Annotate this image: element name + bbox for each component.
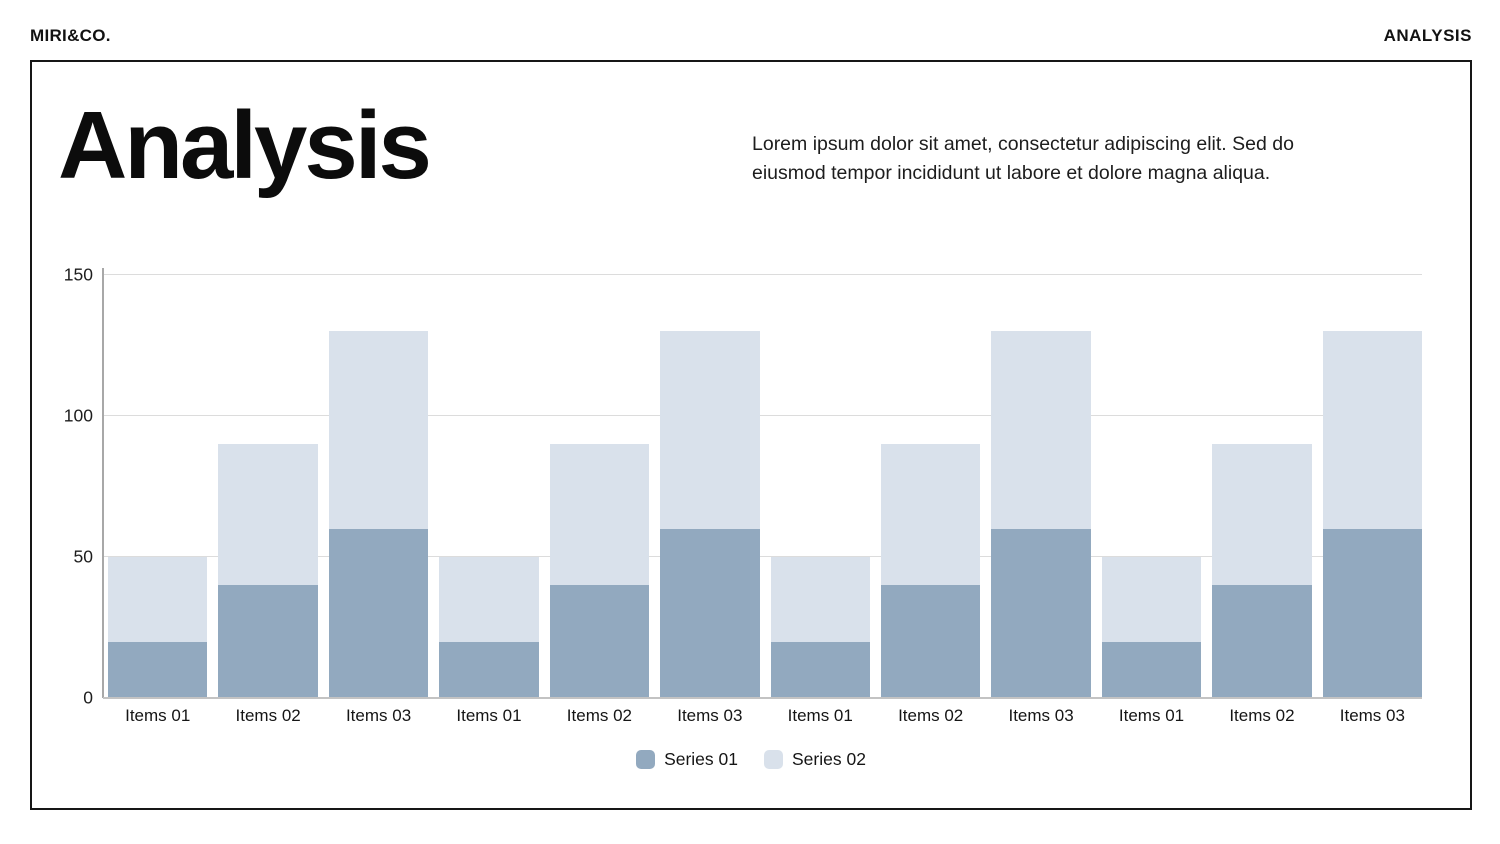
x-tick-label: Items 01: [1118, 706, 1185, 725]
legend-label: Series 02: [792, 749, 866, 769]
x-tick-label: Items 01: [456, 706, 522, 725]
bar-series01: [108, 641, 208, 698]
x-tick-label: Items 02: [566, 706, 632, 725]
legend-item-series1: Series 01: [636, 749, 738, 770]
y-tick-label-0: 0: [83, 687, 93, 708]
x-tick-label: Items 02: [1229, 706, 1295, 725]
bar-slot-12: [1322, 275, 1423, 698]
brand-logo-text: MIRI&CO.: [30, 26, 111, 45]
y-axis-tick-labels: 0 50 100 150: [30, 265, 93, 708]
gridline-y-50: [103, 556, 1422, 558]
bar-series01: [1101, 641, 1202, 698]
bar-slot-5: [549, 275, 650, 698]
bar-series-container: [103, 275, 1423, 698]
gridline-y-100: [103, 415, 1422, 417]
legend-swatch-icon: [636, 750, 656, 769]
x-tick-label: Items 02: [235, 706, 301, 725]
y-tick-label-100: 100: [63, 405, 93, 426]
y-tick-label-50: 50: [73, 546, 93, 567]
bar-series01: [439, 641, 539, 698]
bar-series01: [880, 585, 981, 698]
x-tick-label: Items 03: [1008, 706, 1074, 725]
bar-slot-9: [991, 275, 1091, 698]
chart-legend: Series 01 Series 02: [30, 749, 1472, 770]
bar-slot-3: [328, 275, 429, 698]
x-tick-label: Items 01: [125, 706, 191, 725]
bar-slot-10: [1101, 275, 1202, 698]
bar-series01: [1212, 585, 1312, 698]
header-page-label: ANALYSIS: [1383, 26, 1472, 45]
x-tick-label: Items 03: [677, 706, 743, 725]
bar-series01: [218, 585, 318, 698]
bar-slot-7: [770, 275, 870, 698]
bar-slot-2: [218, 275, 318, 698]
bar-slot-8: [880, 275, 981, 698]
bar-series01: [660, 528, 760, 698]
bar-series01: [549, 585, 650, 698]
legend-item-series2: Series 02: [764, 749, 866, 770]
gridline-y-150: [103, 274, 1422, 275]
bar-series01: [328, 528, 429, 698]
bar-slot-6: [660, 275, 760, 698]
legend-label: Series 01: [664, 749, 738, 769]
x-tick-label: Items 03: [345, 706, 412, 725]
x-tick-label: Items 03: [1339, 706, 1405, 725]
bar-series01: [991, 528, 1091, 698]
intro-paragraph: Lorem ipsum dolor sit amet, consectetur …: [752, 133, 1294, 184]
bar-slot-4: [439, 275, 539, 698]
legend-swatch-icon: [764, 750, 783, 769]
page-title: Analysis: [58, 92, 432, 199]
bar-series01: [770, 641, 870, 698]
chart-plot-area: [102, 268, 1423, 699]
bar-slot-1: [108, 275, 208, 698]
x-axis-category-labels: Items 01 Items 02 Items 03 Items 01 Items 02…: [103, 706, 1422, 726]
x-tick-label: Items 01: [787, 706, 853, 725]
x-tick-label: Items 02: [898, 706, 964, 725]
bar-slot-11: [1212, 275, 1312, 698]
y-tick-label-150: 150: [63, 264, 93, 285]
x-axis-baseline: [103, 697, 1422, 699]
y-axis-line: [102, 268, 104, 698]
bar-series01: [1322, 528, 1423, 698]
